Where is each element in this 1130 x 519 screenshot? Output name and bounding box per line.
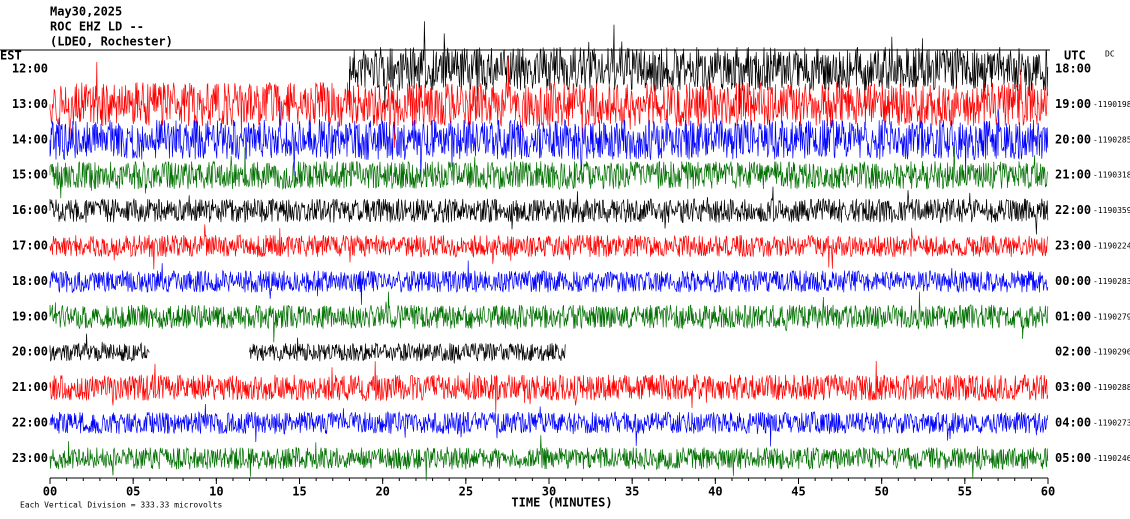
utc-label: 18:00 — [1055, 62, 1091, 76]
x-tick-label: 15 — [292, 485, 306, 499]
trace — [49, 360, 1049, 413]
x-tick-label: 60 — [1041, 485, 1055, 499]
est-label: 13:00 — [12, 97, 48, 111]
utc-label: 21:00 — [1055, 168, 1091, 182]
trace — [249, 337, 566, 364]
est-label: 15:00 — [12, 168, 48, 182]
trace — [49, 260, 1049, 305]
title-line: (LDEO, Rochester) — [50, 35, 173, 49]
utc-label: 23:00 — [1055, 239, 1091, 253]
offset-label: -1190198 — [1093, 100, 1130, 109]
utc-label: 04:00 — [1055, 416, 1091, 430]
offset-label: -1190296 — [1093, 348, 1130, 357]
x-tick-label: 40 — [708, 485, 722, 499]
x-tick-label: 30 — [542, 485, 556, 499]
title-line: ROC EHZ LD -- — [50, 20, 144, 34]
est-label: 21:00 — [12, 380, 48, 394]
offset-label: -1190318 — [1093, 171, 1130, 180]
utc-label: 19:00 — [1055, 97, 1091, 111]
trace — [49, 186, 1049, 235]
x-tick-label: 20 — [375, 485, 389, 499]
utc-label: 03:00 — [1055, 380, 1091, 394]
x-axis-label: TIME (MINUTES) — [511, 496, 612, 510]
offset-label: -1190288 — [1093, 383, 1130, 392]
est-label: 19:00 — [12, 309, 48, 323]
offset-label: -1190283 — [1093, 277, 1130, 286]
est-label: 16:00 — [12, 203, 48, 217]
x-tick-label: 00 — [43, 485, 57, 499]
trace — [49, 291, 1049, 343]
offset-label: -1190359 — [1093, 206, 1130, 215]
trace — [49, 101, 1049, 181]
x-tick-label: 10 — [209, 485, 223, 499]
est-label: 12:00 — [12, 62, 48, 76]
est-label: 23:00 — [12, 451, 48, 465]
est-label: 22:00 — [12, 416, 48, 430]
trace — [49, 435, 1049, 481]
right-axis-label: UTC — [1064, 49, 1086, 63]
x-tick-label: 05 — [126, 485, 140, 499]
trace — [49, 333, 150, 363]
utc-label: 02:00 — [1055, 345, 1091, 359]
utc-label: 01:00 — [1055, 309, 1091, 323]
x-tick-label: 25 — [459, 485, 473, 499]
footer: Each Vertical Division = 333.33 microvol… — [20, 501, 222, 510]
left-axis-label: EST — [0, 49, 22, 63]
est-label: 20:00 — [12, 345, 48, 359]
utc-label: 22:00 — [1055, 203, 1091, 217]
x-tick-label: 55 — [958, 485, 972, 499]
offset-label: -1190224 — [1093, 242, 1130, 251]
utc-label: 05:00 — [1055, 451, 1091, 465]
offset-label: -1190279 — [1093, 312, 1130, 321]
corner-label: DC — [1105, 50, 1115, 59]
offset-label: -1190273 — [1093, 419, 1130, 428]
est-label: 17:00 — [12, 239, 48, 253]
x-tick-label: 35 — [625, 485, 639, 499]
trace — [49, 403, 1049, 447]
trace — [49, 57, 1049, 149]
title-line: May30,2025 — [50, 5, 122, 19]
utc-label: 00:00 — [1055, 274, 1091, 288]
x-tick-label: 45 — [791, 485, 805, 499]
trace — [49, 144, 1049, 199]
trace — [49, 224, 1049, 270]
utc-label: 20:00 — [1055, 132, 1091, 146]
offset-label: -1190285 — [1093, 135, 1130, 144]
est-label: 14:00 — [12, 132, 48, 146]
x-tick-label: 50 — [874, 485, 888, 499]
trace — [349, 21, 1049, 115]
offset-label: -1190246 — [1093, 454, 1130, 463]
est-label: 18:00 — [12, 274, 48, 288]
